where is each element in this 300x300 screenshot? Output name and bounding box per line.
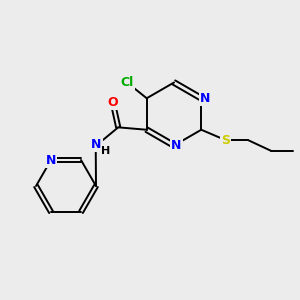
Text: N: N — [46, 154, 56, 166]
Text: N: N — [91, 138, 101, 151]
Text: Cl: Cl — [121, 76, 134, 89]
Text: H: H — [101, 146, 110, 156]
Text: O: O — [107, 96, 118, 109]
Text: S: S — [221, 134, 230, 147]
Text: N: N — [200, 92, 210, 105]
Text: N: N — [171, 139, 182, 152]
